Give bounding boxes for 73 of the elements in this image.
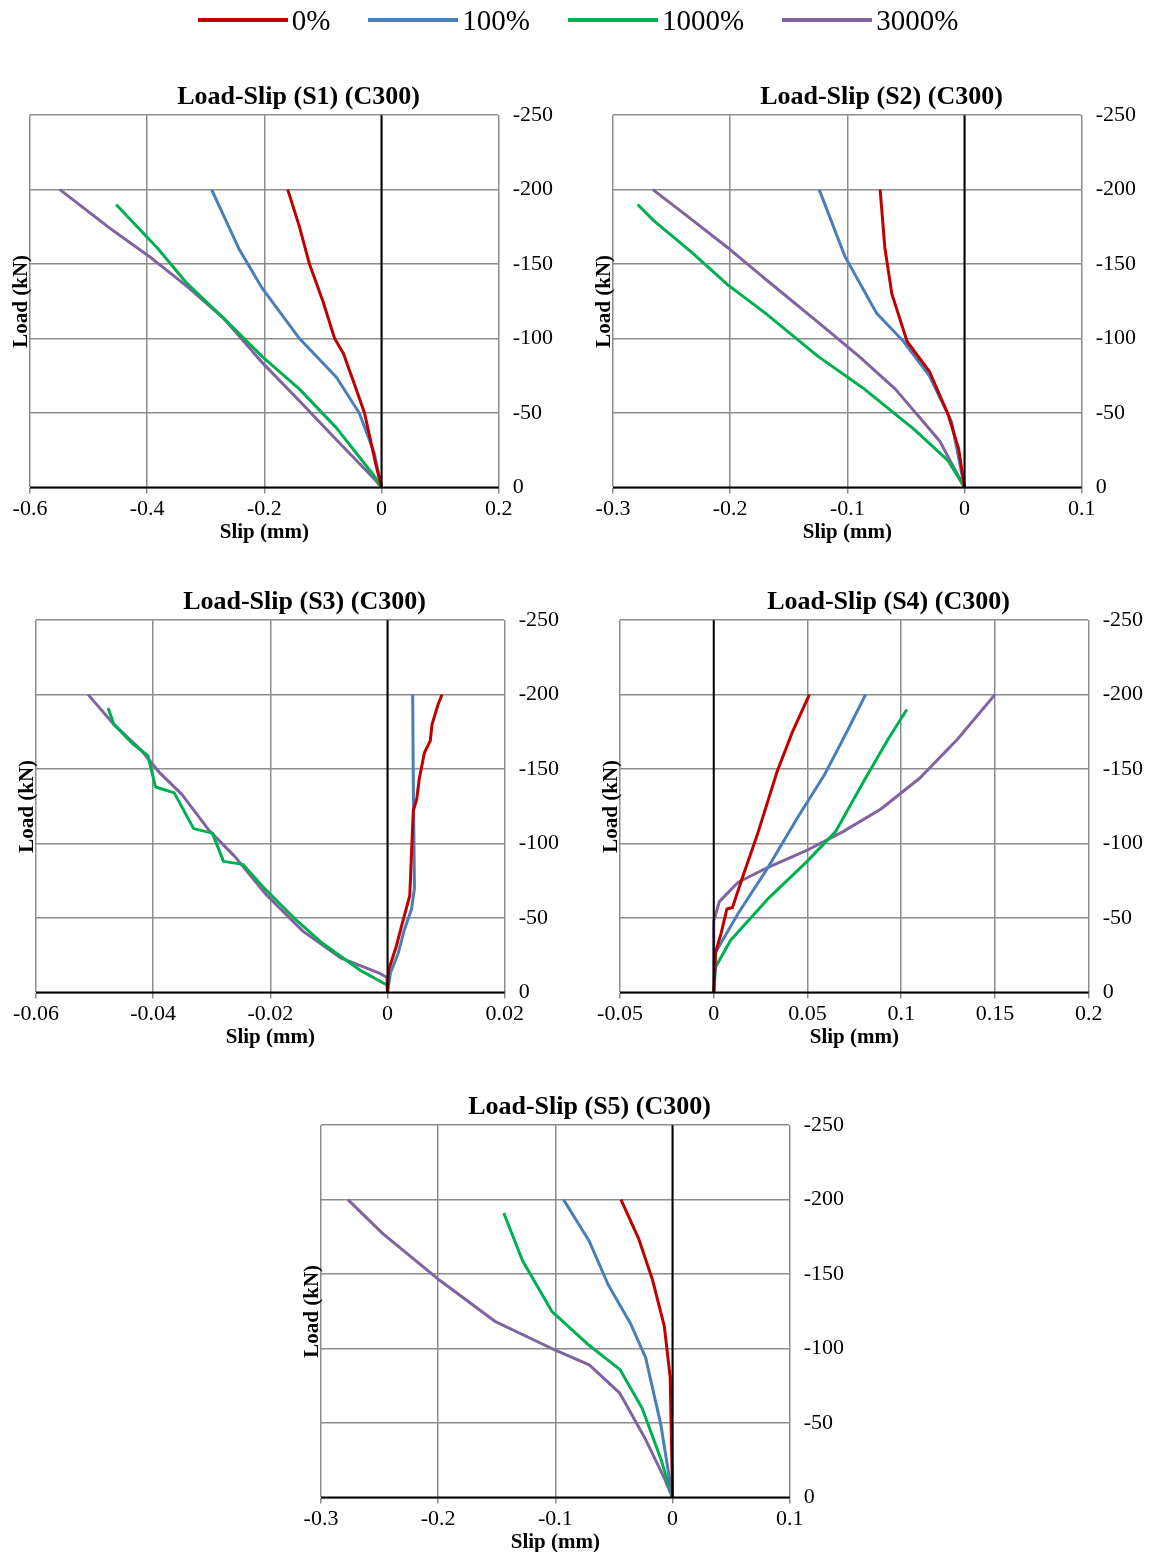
chart-title: Load-Slip (S5) (C300) [468, 1091, 711, 1121]
legend-label: 1000% [662, 3, 745, 37]
x-tick-label: 0 [959, 495, 971, 521]
y-tick-label: -250 [512, 100, 553, 126]
y-tick-label: -200 [803, 1185, 844, 1211]
y-tick-label: -100 [1095, 324, 1136, 350]
x-tick-label: -0.05 [597, 1000, 643, 1026]
y-tick-label: -200 [518, 680, 559, 706]
y-axis-title: Load (kN) [14, 759, 39, 853]
chart-title: Load-Slip (S2) (C300) [760, 81, 1003, 111]
x-tick-label: -0.06 [13, 1000, 59, 1026]
x-tick-label: 0 [708, 1000, 720, 1026]
y-tick-label: 0 [1095, 473, 1107, 499]
y-axis-title: Load (kN) [8, 254, 33, 348]
y-tick-label: -250 [1102, 605, 1143, 631]
x-axis-title: Slip (mm) [802, 518, 892, 543]
y-tick-label: -50 [1095, 398, 1125, 424]
x-tick-label: -0.04 [130, 1000, 177, 1026]
y-tick-label: 0 [1102, 978, 1114, 1004]
y-axis-title: Load (kN) [591, 254, 616, 348]
x-tick-label: -0.02 [247, 1000, 294, 1026]
y-tick-label: -250 [518, 605, 559, 631]
legend-label: 100% [462, 3, 530, 37]
x-axis-title: Slip (mm) [809, 1023, 899, 1048]
y-tick-label: -100 [1102, 829, 1143, 855]
y-tick-label: -200 [512, 175, 553, 201]
x-tick-label: -0.4 [129, 495, 165, 521]
x-axis-title: Slip (mm) [510, 1528, 600, 1552]
x-tick-label: -0.3 [595, 495, 631, 521]
x-tick-label: 0 [667, 1505, 679, 1531]
y-axis-title: Load (kN) [598, 759, 623, 853]
x-tick-label: 0.2 [1074, 1000, 1103, 1026]
x-tick-label: 0.1 [1067, 495, 1096, 521]
x-tick-label: -0.2 [246, 495, 282, 521]
y-axis-title: Load (kN) [299, 1264, 324, 1358]
y-tick-label: -200 [1095, 175, 1136, 201]
y-tick-label: -50 [1102, 903, 1132, 929]
y-tick-label: -150 [512, 249, 553, 275]
x-axis-title: Slip (mm) [219, 518, 309, 543]
x-tick-label: -0.2 [420, 1505, 456, 1531]
x-tick-label: -0.2 [712, 495, 748, 521]
chart-title: Load-Slip (S1) (C300) [177, 81, 420, 111]
legend-label: 3000% [876, 3, 959, 37]
x-tick-label: 0.1 [775, 1505, 804, 1531]
y-tick-label: 0 [512, 473, 524, 499]
x-tick-label: 0.1 [887, 1000, 915, 1026]
x-tick-label: -0.1 [829, 495, 865, 521]
y-tick-label: -200 [1102, 680, 1143, 706]
y-tick-label: -50 [512, 398, 542, 424]
y-tick-label: -150 [1095, 249, 1136, 275]
y-tick-label: 0 [803, 1483, 815, 1509]
x-tick-label: 0 [376, 495, 388, 521]
x-tick-label: -0.6 [12, 495, 48, 521]
chart-title: Load-Slip (S4) (C300) [767, 586, 1010, 616]
y-tick-label: -50 [518, 903, 548, 929]
y-tick-label: -150 [1102, 754, 1143, 780]
x-tick-label: 0.05 [788, 1000, 827, 1026]
y-tick-label: -100 [518, 829, 559, 855]
y-tick-label: -100 [512, 324, 553, 350]
x-tick-label: 0.15 [975, 1000, 1015, 1026]
y-tick-label: -250 [803, 1110, 844, 1136]
y-tick-label: -100 [803, 1334, 844, 1360]
x-tick-label: -0.3 [303, 1505, 339, 1531]
y-tick-label: -150 [803, 1259, 844, 1285]
x-tick-label: -0.1 [537, 1505, 573, 1531]
legend-label: 0% [291, 3, 331, 37]
x-tick-label: 0.2 [484, 495, 513, 521]
x-tick-label: 0 [382, 1000, 394, 1026]
y-tick-label: -150 [518, 754, 559, 780]
chart-title: Load-Slip (S3) (C300) [183, 586, 426, 616]
x-axis-title: Slip (mm) [225, 1023, 315, 1048]
y-tick-label: -50 [803, 1408, 833, 1434]
y-tick-label: -250 [1095, 100, 1136, 126]
